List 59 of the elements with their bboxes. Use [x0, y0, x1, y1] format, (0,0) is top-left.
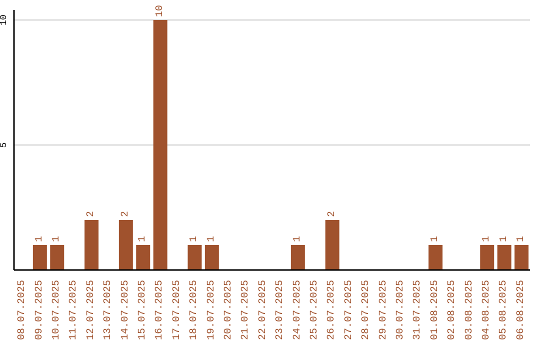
data-label: 1: [292, 236, 304, 242]
data-label: 1: [52, 236, 63, 242]
x-tick-label: 01.08.2025: [430, 280, 441, 340]
data-label: 2: [86, 210, 98, 217]
x-tick-label: 06.08.2025: [516, 280, 527, 340]
x-tick-label: 15.07.2025: [138, 280, 148, 340]
x-tick-label: 09.07.2025: [34, 280, 46, 340]
x-tick-label: 18.07.2025: [189, 280, 200, 340]
x-tick-label: 05.08.2025: [498, 280, 510, 340]
data-label: 1: [206, 236, 218, 242]
bar: [497, 245, 512, 270]
x-tick-label: 31.07.2025: [412, 280, 424, 340]
bar: [153, 20, 168, 270]
x-tick-label: 28.07.2025: [361, 280, 372, 340]
bar: [204, 245, 219, 270]
data-label: 10: [154, 4, 166, 17]
bar: [290, 245, 305, 270]
bar: [428, 245, 443, 270]
x-tick-label: 02.08.2025: [447, 280, 458, 340]
x-tick-label: 22.07.2025: [258, 280, 269, 340]
bar: [188, 245, 202, 270]
bar: [118, 220, 133, 270]
bar: [84, 220, 99, 270]
x-tick-label: 21.07.2025: [240, 280, 252, 340]
x-tick-label: 27.07.2025: [344, 280, 355, 340]
x-tick-label: 16.07.2025: [154, 280, 166, 340]
x-tick-label: 24.07.2025: [292, 280, 304, 340]
x-tick-label: 30.07.2025: [396, 280, 406, 340]
x-tick-label: 26.07.2025: [326, 280, 338, 340]
y-tick-label: 5: [0, 142, 9, 148]
data-label: 2: [326, 210, 338, 217]
bar: [514, 245, 529, 270]
x-tick-label: 13.07.2025: [103, 280, 114, 340]
x-tick-label: 25.07.2025: [310, 280, 320, 340]
x-tick-label: 14.07.2025: [120, 280, 132, 340]
x-tick-label: 03.08.2025: [464, 280, 476, 340]
x-tick-label: 10.07.2025: [52, 280, 62, 340]
x-tick-label: 08.07.2025: [17, 280, 28, 340]
bar: [136, 245, 150, 270]
bar: [32, 245, 47, 270]
x-tick-label: 17.07.2025: [172, 280, 183, 340]
x-tick-label: 20.07.2025: [224, 280, 234, 340]
data-label: 1: [482, 236, 493, 242]
x-tick-label: 23.07.2025: [275, 280, 286, 340]
bar: [325, 220, 340, 270]
data-label: 1: [138, 236, 149, 242]
x-tick-label: 11.07.2025: [68, 280, 80, 340]
bar: [50, 245, 64, 270]
bar: [480, 245, 494, 270]
x-tick-label: 19.07.2025: [206, 280, 218, 340]
x-tick-label: 12.07.2025: [86, 280, 97, 340]
data-label: 1: [34, 236, 46, 242]
data-label: 1: [189, 236, 200, 242]
data-label: 2: [120, 210, 132, 217]
data-label: 1: [516, 236, 528, 242]
data-label: 1: [430, 236, 442, 242]
x-tick-label: 29.07.2025: [378, 280, 390, 340]
x-tick-label: 04.08.2025: [482, 280, 492, 340]
data-label: 1: [498, 236, 510, 242]
